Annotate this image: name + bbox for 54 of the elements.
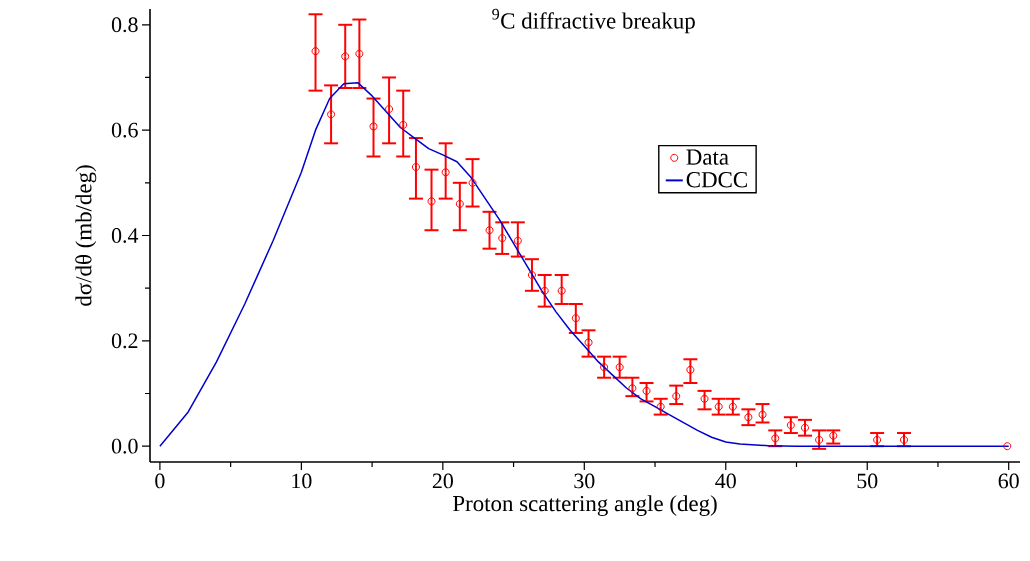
point — [642, 386, 651, 395]
point — [540, 286, 549, 295]
point — [485, 226, 494, 235]
y-tick-label: 0.8 — [111, 17, 138, 33]
point — [758, 410, 767, 419]
point — [728, 402, 737, 411]
point — [571, 314, 580, 323]
legend-label: Data — [686, 149, 729, 165]
x-tick-label: 20 — [432, 473, 453, 489]
point — [441, 168, 450, 177]
point — [513, 236, 522, 245]
point — [615, 363, 624, 372]
point — [399, 120, 408, 129]
point — [327, 110, 336, 119]
point — [455, 199, 464, 208]
x-tick-label: 40 — [715, 473, 736, 489]
point — [468, 178, 477, 187]
point — [771, 434, 780, 443]
y-axis-title: dσ/dθ (mb/deg) — [75, 165, 97, 306]
x-tick-label: 60 — [998, 473, 1019, 489]
x-tick-label: 0 — [155, 473, 165, 489]
point — [311, 47, 320, 56]
point — [786, 421, 795, 430]
legend-label: CDCC — [686, 172, 747, 188]
point — [900, 435, 909, 444]
y-tick-label: 0.2 — [111, 333, 138, 349]
point — [656, 402, 665, 411]
point — [628, 384, 637, 393]
x-axis-title: Proton scattering angle (deg) — [452, 495, 717, 516]
point — [815, 435, 824, 444]
point — [686, 365, 695, 374]
chart-title: $^{9}$C diffractive breakup — [492, 8, 695, 34]
point — [341, 52, 350, 61]
point — [369, 122, 378, 131]
point — [744, 413, 753, 422]
x-tick-label: 50 — [857, 473, 878, 489]
point — [557, 286, 566, 295]
y-tick-label: 0.0 — [111, 438, 138, 454]
point — [427, 197, 436, 206]
point — [700, 394, 709, 403]
point — [1003, 442, 1012, 451]
x-tick-label: 10 — [292, 473, 312, 489]
point — [355, 49, 364, 58]
point — [672, 392, 681, 401]
point — [600, 363, 609, 372]
y-tick-label: 0.6 — [111, 122, 138, 138]
point — [584, 338, 593, 347]
point — [498, 234, 507, 243]
x-tick-label: 30 — [574, 473, 595, 489]
point — [385, 105, 394, 114]
point — [411, 163, 420, 172]
y-tick-label: 0.4 — [111, 228, 139, 243]
point — [800, 423, 809, 432]
point — [714, 402, 723, 411]
